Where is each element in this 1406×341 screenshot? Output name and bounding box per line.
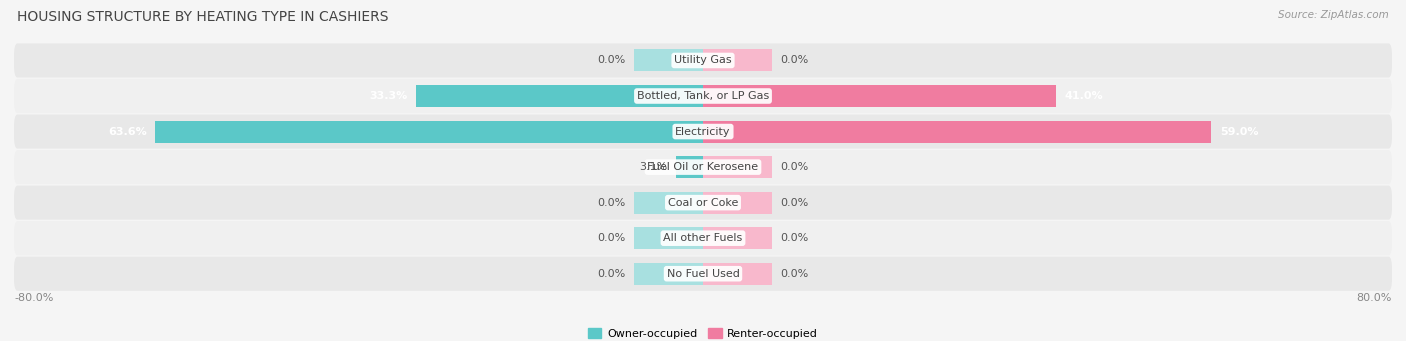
Text: Utility Gas: Utility Gas [675,56,731,65]
Text: 33.3%: 33.3% [370,91,408,101]
Bar [155,120,703,143]
Text: 0.0%: 0.0% [598,269,626,279]
Text: Source: ZipAtlas.com: Source: ZipAtlas.com [1278,10,1389,20]
Bar [416,85,703,107]
Text: No Fuel Used: No Fuel Used [666,269,740,279]
Text: All other Fuels: All other Fuels [664,233,742,243]
FancyBboxPatch shape [14,257,1392,291]
FancyBboxPatch shape [14,43,1392,77]
FancyBboxPatch shape [14,186,1392,220]
Bar [703,120,1211,143]
Text: -80.0%: -80.0% [14,293,53,303]
Text: Fuel Oil or Kerosene: Fuel Oil or Kerosene [647,162,759,172]
Text: 0.0%: 0.0% [780,233,808,243]
FancyBboxPatch shape [14,115,1392,149]
Text: Electricity: Electricity [675,127,731,136]
Bar [703,263,772,285]
Legend: Owner-occupied, Renter-occupied: Owner-occupied, Renter-occupied [583,324,823,341]
Text: Bottled, Tank, or LP Gas: Bottled, Tank, or LP Gas [637,91,769,101]
Bar [703,192,772,214]
Text: 0.0%: 0.0% [598,233,626,243]
Text: 0.0%: 0.0% [780,162,808,172]
Text: HOUSING STRUCTURE BY HEATING TYPE IN CASHIERS: HOUSING STRUCTURE BY HEATING TYPE IN CAS… [17,10,388,24]
FancyBboxPatch shape [14,221,1392,255]
Bar [634,192,703,214]
Text: 3.1%: 3.1% [640,162,668,172]
Bar [703,49,772,72]
Bar [703,227,772,249]
Text: 0.0%: 0.0% [598,198,626,208]
Bar [676,156,703,178]
Bar [634,227,703,249]
Text: 0.0%: 0.0% [780,198,808,208]
FancyBboxPatch shape [14,150,1392,184]
Bar [634,49,703,72]
Text: 0.0%: 0.0% [598,56,626,65]
Text: 0.0%: 0.0% [780,56,808,65]
Text: 59.0%: 59.0% [1219,127,1258,136]
Text: 0.0%: 0.0% [780,269,808,279]
Bar [703,156,772,178]
Text: 41.0%: 41.0% [1064,91,1104,101]
Text: 80.0%: 80.0% [1357,293,1392,303]
Bar [634,263,703,285]
Text: Coal or Coke: Coal or Coke [668,198,738,208]
FancyBboxPatch shape [14,79,1392,113]
Text: 63.6%: 63.6% [108,127,146,136]
Bar [703,85,1056,107]
